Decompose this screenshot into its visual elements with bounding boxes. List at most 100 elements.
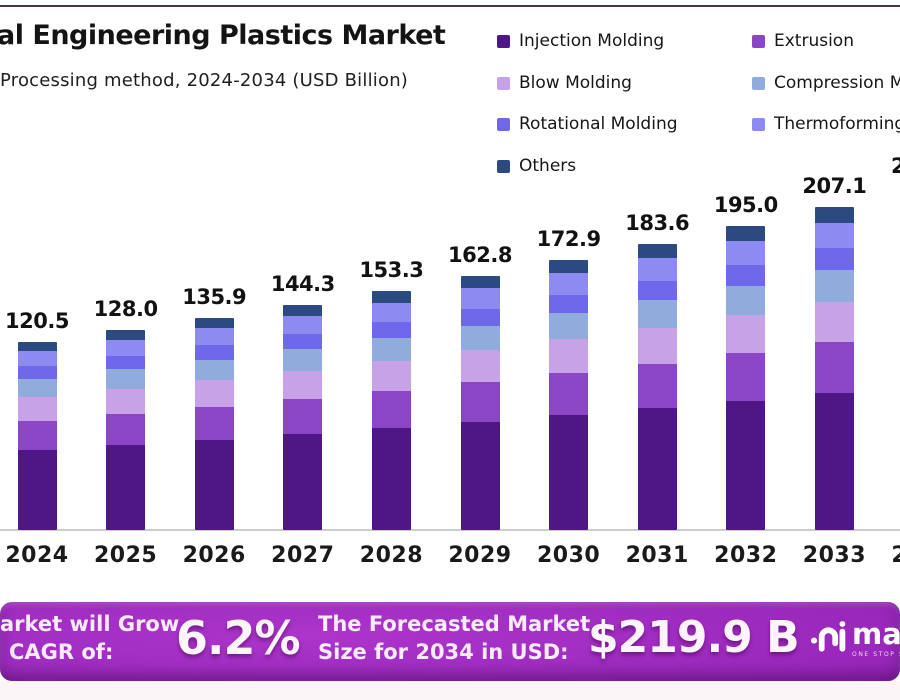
segment-extrusion-2024 bbox=[17, 420, 57, 451]
publisher-logo: mar ONE STOP S bbox=[810, 620, 900, 658]
segment-compression-molding-2024 bbox=[17, 378, 57, 398]
segment-others-2033 bbox=[814, 207, 854, 223]
segment-injection-molding-2032 bbox=[726, 400, 766, 530]
segment-extrusion-2031 bbox=[637, 363, 677, 409]
segment-compression-molding-2026 bbox=[194, 359, 234, 381]
segment-thermoforming-2029 bbox=[460, 288, 500, 309]
value-label-2034: 219.9 bbox=[891, 154, 900, 178]
segment-injection-molding-2024 bbox=[17, 450, 57, 530]
value-label-2029: 162.8 bbox=[448, 243, 512, 267]
year-label-2028: 2028 bbox=[359, 543, 423, 568]
top-border-line bbox=[0, 5, 900, 7]
segment-rotational-molding-2030 bbox=[549, 294, 589, 313]
banner-cagr-value: 6.2% bbox=[176, 611, 301, 665]
segment-thermoforming-2026 bbox=[194, 328, 234, 346]
segment-others-2028 bbox=[371, 291, 411, 303]
value-label-2031: 183.6 bbox=[625, 211, 690, 235]
value-label-2032: 195.0 bbox=[713, 193, 778, 217]
year-label-2027: 2027 bbox=[271, 543, 335, 568]
year-label-2025: 2025 bbox=[93, 543, 158, 568]
value-label-2033: 207.1 bbox=[802, 174, 867, 198]
bar-2027 bbox=[283, 305, 323, 530]
segment-blow-molding-2027 bbox=[283, 370, 323, 400]
segment-thermoforming-2027 bbox=[283, 316, 323, 334]
segment-blow-molding-2028 bbox=[371, 361, 411, 391]
segment-compression-molding-2030 bbox=[549, 312, 589, 340]
segment-injection-molding-2025 bbox=[106, 445, 146, 530]
year-label-2034: 2034 bbox=[891, 543, 900, 568]
legend-swatch-injection-molding bbox=[497, 34, 510, 48]
value-label-2028: 153.3 bbox=[359, 258, 424, 282]
segment-blow-molding-2025 bbox=[106, 388, 146, 414]
segment-compression-molding-2025 bbox=[106, 369, 146, 389]
banner-growth-text-line2: CAGR of: bbox=[9, 640, 114, 664]
segment-extrusion-2025 bbox=[106, 413, 146, 445]
segment-others-2031 bbox=[637, 244, 677, 259]
segment-others-2027 bbox=[283, 305, 323, 317]
x-axis-line bbox=[0, 529, 900, 531]
segment-compression-molding-2033 bbox=[814, 270, 854, 302]
segment-injection-molding-2030 bbox=[549, 415, 589, 530]
segment-thermoforming-2033 bbox=[814, 222, 854, 249]
segment-extrusion-2027 bbox=[283, 399, 323, 435]
segment-injection-molding-2029 bbox=[460, 422, 500, 530]
segment-blow-molding-2033 bbox=[814, 301, 854, 343]
legend-swatch-rotational-molding bbox=[497, 117, 510, 131]
segment-compression-molding-2032 bbox=[726, 285, 766, 316]
cagr-banner: arket will Grow CAGR of: 6.2% The Foreca… bbox=[0, 602, 900, 681]
legend-label-rotational-molding: Rotational Molding bbox=[519, 114, 678, 134]
bar-2028 bbox=[371, 291, 411, 530]
legend-label-extrusion: Extrusion bbox=[774, 31, 854, 51]
segment-rotational-molding-2027 bbox=[283, 333, 323, 350]
segment-others-2030 bbox=[549, 260, 589, 274]
banner-growth-text-line1: arket will Grow bbox=[0, 612, 180, 636]
legend-label-injection-molding: Injection Molding bbox=[519, 31, 665, 51]
publisher-logo-subtext: ONE STOP S bbox=[852, 651, 900, 658]
legend-label-compression-molding: Compression Molding bbox=[774, 73, 900, 93]
segment-extrusion-2032 bbox=[726, 353, 766, 401]
segment-rotational-molding-2028 bbox=[371, 321, 411, 338]
legend-item-thermoforming: Thermoforming bbox=[752, 114, 900, 134]
segment-thermoforming-2028 bbox=[371, 302, 411, 322]
banner-forecast-text-line1: The Forecasted Market bbox=[318, 612, 591, 636]
legend-swatch-compression-molding bbox=[752, 76, 765, 90]
legend-label-others: Others bbox=[519, 156, 577, 176]
year-label-2024: 2024 bbox=[5, 543, 69, 568]
segment-injection-molding-2033 bbox=[814, 392, 854, 530]
segment-thermoforming-2031 bbox=[637, 258, 677, 281]
legend-swatch-blow-molding bbox=[497, 76, 510, 90]
segment-rotational-molding-2025 bbox=[106, 355, 146, 370]
segment-thermoforming-2024 bbox=[17, 351, 57, 367]
legend-swatch-thermoforming bbox=[752, 117, 765, 131]
segment-injection-molding-2028 bbox=[371, 428, 411, 530]
segment-extrusion-2028 bbox=[371, 390, 411, 429]
segment-rotational-molding-2031 bbox=[637, 280, 677, 301]
segment-rotational-molding-2032 bbox=[726, 264, 766, 286]
bar-2024 bbox=[17, 342, 57, 530]
year-label-2033: 2033 bbox=[802, 543, 866, 568]
segment-blow-molding-2030 bbox=[549, 339, 589, 373]
segment-extrusion-2029 bbox=[460, 382, 500, 423]
year-label-2029: 2029 bbox=[448, 543, 512, 568]
segment-rotational-molding-2024 bbox=[17, 366, 57, 379]
segment-extrusion-2033 bbox=[814, 342, 854, 393]
legend-item-blow-molding: Blow Molding bbox=[497, 73, 632, 93]
segment-compression-molding-2027 bbox=[283, 349, 323, 371]
segment-extrusion-2030 bbox=[549, 372, 589, 416]
publisher-logo-text: mar bbox=[852, 617, 900, 651]
year-label-2032: 2032 bbox=[714, 543, 778, 568]
segment-compression-molding-2029 bbox=[460, 325, 500, 351]
year-label-2031: 2031 bbox=[625, 543, 689, 568]
bar-2033 bbox=[814, 207, 854, 530]
bar-2025 bbox=[106, 330, 146, 530]
year-label-2026: 2026 bbox=[182, 543, 246, 568]
segment-blow-molding-2029 bbox=[460, 350, 500, 383]
bar-2030 bbox=[549, 260, 589, 530]
segment-blow-molding-2032 bbox=[726, 315, 766, 354]
legend-label-thermoforming: Thermoforming bbox=[774, 114, 900, 134]
segment-rotational-molding-2033 bbox=[814, 248, 854, 271]
segment-blow-molding-2031 bbox=[637, 327, 677, 364]
segment-others-2032 bbox=[726, 226, 766, 241]
segment-extrusion-2026 bbox=[194, 406, 234, 440]
